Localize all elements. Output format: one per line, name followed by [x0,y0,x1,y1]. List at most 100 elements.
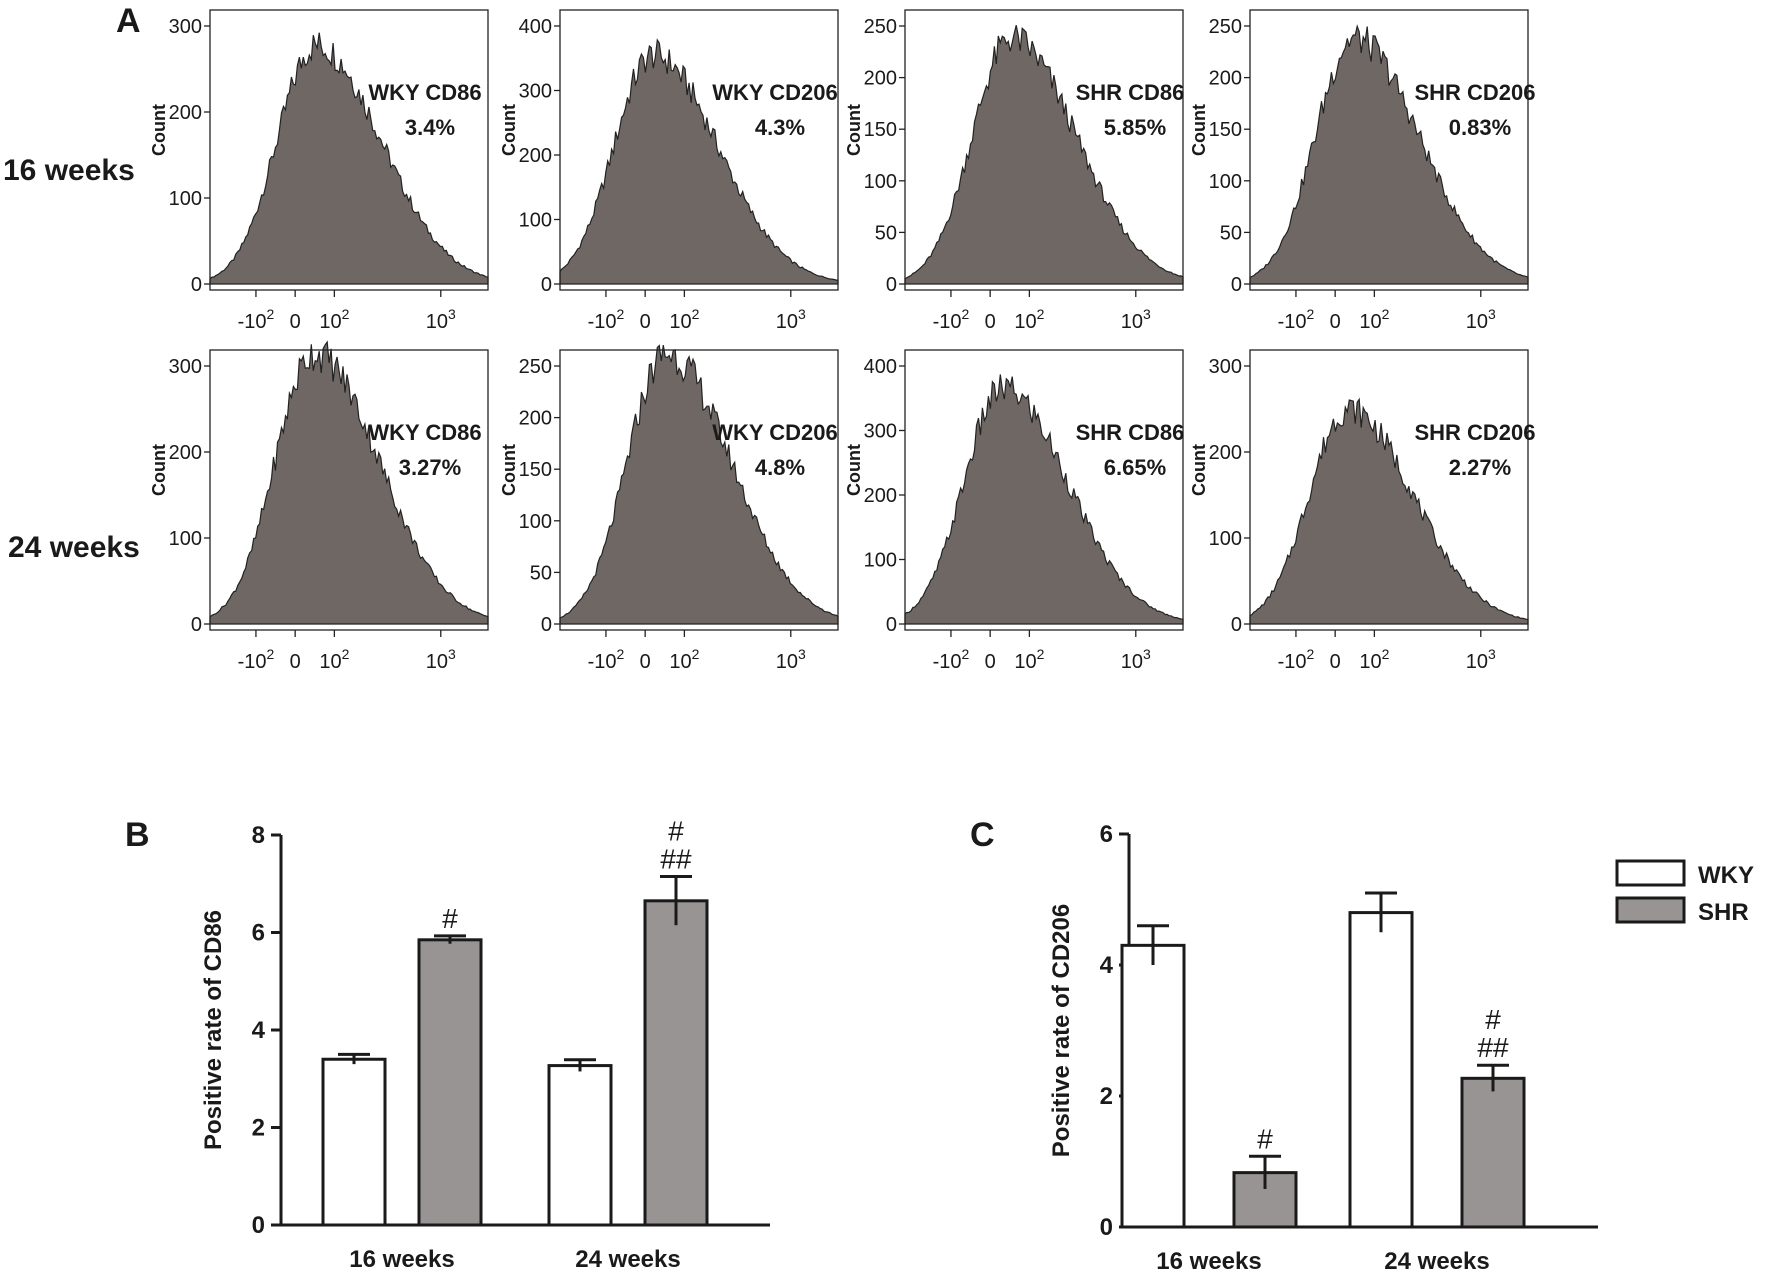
histogram-0-2-xtick-exp: 3 [1143,306,1151,322]
histogram-1-3-percent-label: 2.27% [1449,455,1511,480]
histogram-1-1-ytick-label: 150 [519,459,552,481]
histogram-1-1-xtick-label: 0 [640,651,651,673]
significance-annotation: # [1257,1123,1273,1154]
legend-label-shr: SHR [1698,899,1749,926]
histogram-1-1-ytick-label: 200 [519,408,552,430]
histogram-0-2-ylabel: Count [844,104,864,156]
histogram-1-1-ytick-label: 0 [541,614,552,636]
significance-mark: ## [660,843,692,874]
histogram-1-2-percent-label: 6.65% [1104,455,1166,480]
row-label-24-weeks: 24 weeks [8,531,140,564]
histogram-1-1-xtick-exp: 2 [692,646,700,662]
histogram-0-1-xtick-base: 0 [640,311,651,333]
histogram-0-3-ytick-label: 200 [1209,68,1242,90]
panel-label-a: A [116,2,141,40]
histogram-1-2-xtick-base: -10 [933,651,962,673]
histogram-0-2-xtick-label: -102 [933,306,970,333]
histogram-0-3-ytick-label: 100 [1209,171,1242,193]
histogram-0-3-ylabel: Count [1189,104,1209,156]
histogram-1-3-xtick-exp: 3 [1488,646,1496,662]
histogram-1-3-xtick-exp: 2 [1382,646,1390,662]
histogram-1-0-xtick-base: 10 [319,651,341,673]
significance-mark: # [442,903,458,934]
histogram-0-0-xtick-base: 10 [426,311,448,333]
histogram-0-0-xtick-base: 0 [290,311,301,333]
significance-mark: # [668,815,684,846]
histogram-1-2-ylabel: Count [844,444,864,496]
histogram-1-0-xtick-label: 103 [426,646,456,673]
histogram-0-2-ytick-label: 150 [864,119,897,141]
histogram-0-1-ytick-label: 200 [519,145,552,167]
histogram-1-3-ytick-label: 300 [1209,356,1242,378]
significance-mark: # [1485,1004,1501,1035]
histogram-1-1-sample-label: WKY CD206 [712,420,838,445]
histogram-1-2-xtick-base: 10 [1121,651,1143,673]
legend-label-wky: WKY [1698,862,1754,889]
histogram-1-0-ytick-label: 300 [169,356,202,378]
histogram-1-0-frame [209,349,489,631]
histogram-0-2-xtick-base: 10 [1014,311,1036,333]
histogram-1-2-xtick-label: -102 [933,646,970,673]
histogram-0-2-xtick-exp: 2 [1037,306,1045,322]
histogram-0-1-ytick-label: 100 [519,210,552,232]
histogram-1-2-xtick-exp: 3 [1143,646,1151,662]
histogram-1-0-xtick-label: 0 [290,651,301,673]
histogram-0-3-xtick-base: -10 [1278,311,1307,333]
y-tick-label: 2 [1100,1083,1113,1110]
histogram-1-0-xtick-base: -10 [238,651,267,673]
histogram-0-3-sample-label: SHR CD206 [1414,80,1535,105]
histogram-0-1-percent-label: 4.3% [755,115,805,140]
histogram-1-2-xtick-label: 0 [985,651,996,673]
histogram-0-1-xtick-exp: 2 [616,306,624,322]
histogram-1-3-xtick-base: 10 [1466,651,1488,673]
histogram-0-1-area [559,38,839,285]
histogram-1-1-xtick-exp: 3 [798,646,806,662]
histogram-0-2-xtick-base: 0 [985,311,996,333]
histogram-0-2-frame [904,9,1184,291]
histogram-0-3-ytick-label: 150 [1209,119,1242,141]
histogram-1-3-ytick-label: 200 [1209,442,1242,464]
histogram-0-0-ytick-label: 300 [169,16,202,38]
histogram-0-2-area [904,25,1184,285]
row-label-16-weeks: 16 weeks [3,154,135,187]
histogram-0-2-xtick-base: -10 [933,311,962,333]
histogram-1-3-xtick-exp: 2 [1307,646,1315,662]
histogram-1-3-ylabel: Count [1189,444,1209,496]
histogram-0-0-xtick-label: -102 [238,306,275,333]
histogram-0-2-ytick-label: 0 [886,274,897,296]
x-category-label: 24 weeks [1384,1248,1489,1275]
histogram-0-0-frame [209,9,489,291]
histogram-1-1-xtick-label: 103 [776,646,806,673]
histogram-0-2-ytick-label: 250 [864,16,897,38]
histogram-1-2-area [904,374,1184,625]
histogram-1-2-xtick-exp: 2 [961,646,969,662]
histogram-0-1-xtick-exp: 2 [692,306,700,322]
y-axis-label: Positive rate of CD206 [1048,904,1075,1157]
histogram-0-2-sample-label: SHR CD86 [1076,80,1185,105]
histogram-1-1-xtick-base: 10 [669,651,691,673]
histogram-0-2-xtick-base: 10 [1121,311,1143,333]
histogram-1-1-area [559,344,839,625]
histogram-1-0-xtick-exp: 2 [266,646,274,662]
histogram-0-1-xtick-base: -10 [588,311,617,333]
histogram-0-3-xtick-base: 10 [1359,311,1381,333]
histogram-0-0-percent-label: 3.4% [405,115,455,140]
histogram-1-0-xtick-base: 10 [426,651,448,673]
histogram-1-1-frame [559,349,839,631]
histogram-0-0-area [209,32,489,285]
histogram-1-2-xtick-base: 0 [985,651,996,673]
significance-annotation: # ## [1477,1004,1509,1063]
y-tick-label: 6 [1100,821,1113,848]
histogram-0-0-ylabel: Count [149,104,169,156]
histogram-1-3-xtick-label: 103 [1466,646,1496,673]
histogram-1-3-ytick-label: 0 [1231,614,1242,636]
histogram-0-0-xtick-base: 10 [319,311,341,333]
histogram-0-0-sample-label: WKY CD86 [368,80,481,105]
histogram-1-3-frame [1249,349,1529,631]
histogram-1-1-ytick-label: 250 [519,356,552,378]
histogram-0-0-ytick-label: 200 [169,102,202,124]
